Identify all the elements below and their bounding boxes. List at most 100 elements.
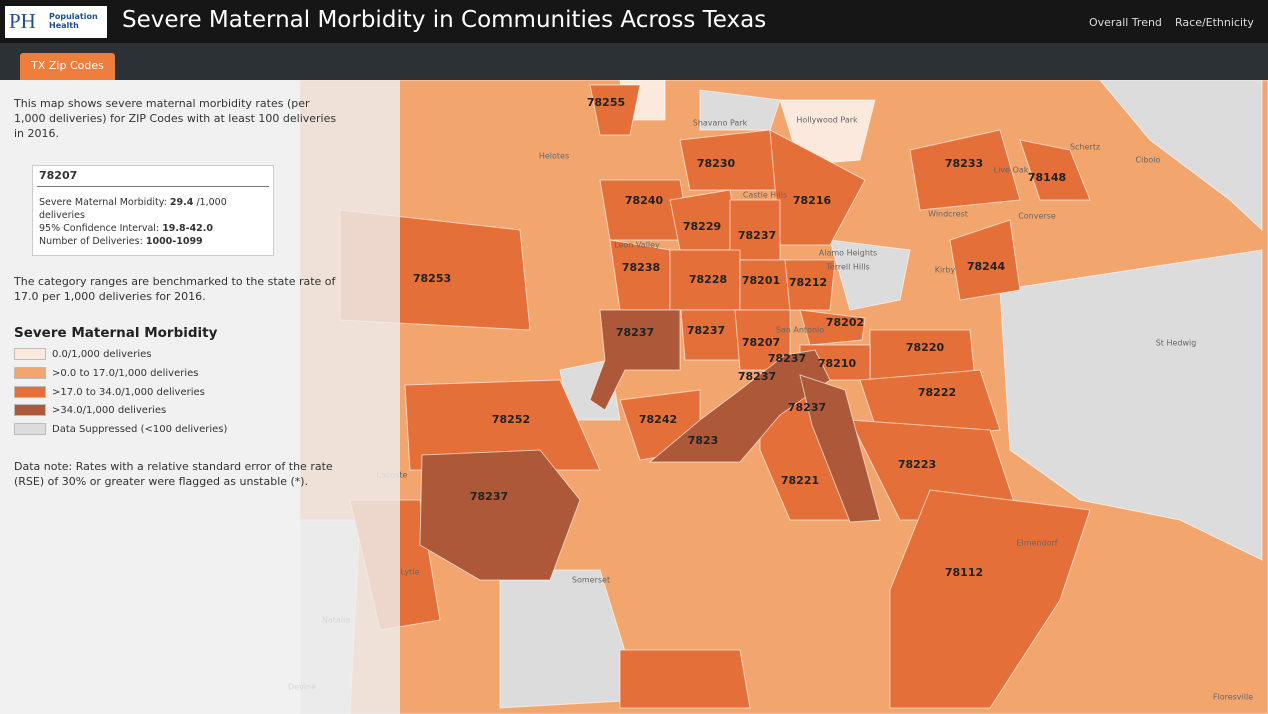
zip-area	[1019, 139, 1091, 201]
intro-text: This map shows severe maternal morbidity…	[14, 97, 337, 140]
legend-item: >17.0 to 34.0/1,000 deliveries	[14, 385, 205, 400]
label: Severe Maternal Morbidity:	[39, 197, 167, 208]
zip-label: 78237	[768, 352, 806, 365]
zip-area	[909, 129, 1021, 211]
legend-swatch	[14, 423, 46, 436]
place-label: Alamo Heights	[819, 249, 877, 258]
label: Number of Deliveries:	[39, 236, 143, 247]
zip-label: 7823	[688, 434, 719, 447]
zip-label: 78112	[945, 566, 983, 579]
zip-area	[648, 349, 831, 463]
zip-label: 78253	[413, 272, 451, 285]
zip-area	[999, 249, 1263, 561]
zip-label: 78216	[793, 194, 832, 207]
place-label: Windcrest	[928, 210, 968, 219]
zip-label: 78148	[1028, 171, 1066, 184]
legend-swatch	[14, 366, 46, 379]
place-label: Elmendorf	[1016, 539, 1057, 548]
zip-label: 78230	[697, 157, 736, 170]
zip-label: 78238	[622, 261, 660, 274]
place-label: Hollywood Park	[796, 116, 858, 125]
legend-title: Severe Maternal Morbidity	[14, 325, 218, 341]
value: 1000-1099	[145, 236, 203, 247]
place-label: Schertz	[1070, 143, 1100, 152]
header: PH Population Health Severe Maternal Mor…	[0, 0, 1268, 43]
place-label: Converse	[1018, 212, 1056, 221]
place-label: Castle Hills	[743, 191, 787, 200]
zip-label: 78223	[898, 458, 936, 471]
unit: /1,000 deliveries	[39, 197, 227, 221]
zip-label: 78237	[616, 326, 654, 339]
zip-label: 78221	[781, 474, 819, 487]
logo: PH Population Health	[5, 6, 107, 38]
zip-area	[404, 379, 601, 471]
legend-item: >34.0/1,000 deliveries	[14, 404, 166, 418]
zip-label: 78201	[742, 274, 780, 287]
zip-area	[784, 259, 836, 311]
zip-label: 78202	[826, 316, 864, 329]
zip-label: 78255	[587, 96, 625, 109]
divider	[37, 186, 269, 187]
zip-area	[1098, 79, 1263, 232]
legend-label: 0.0/1,000 deliveries	[52, 349, 152, 360]
legend-swatch	[14, 348, 46, 360]
place-label: Shavano Park	[693, 119, 748, 128]
zip-area	[589, 84, 641, 136]
place-label: St Hedwig	[1156, 339, 1197, 348]
zip-label: 78207	[742, 336, 780, 349]
place-label: Live Oak	[994, 166, 1029, 175]
zip-label: 78210	[818, 357, 857, 370]
zip-label: 78233	[945, 157, 983, 170]
zip-area	[859, 369, 1001, 441]
zip-label: 78242	[639, 413, 677, 426]
label: 95% Confidence Interval:	[39, 223, 160, 234]
zip-label: 78252	[492, 413, 530, 426]
zip-label: 78237	[738, 370, 776, 383]
zip-area	[589, 309, 681, 411]
legend-label: >34.0/1,000 deliveries	[52, 405, 167, 417]
zip-area	[799, 309, 866, 346]
benchmark-text: The category ranges are benchmarked to t…	[14, 275, 336, 303]
place-label: Somerset	[572, 576, 610, 585]
value: 19.8-42.0	[162, 223, 214, 234]
legend-label: Data Suppressed (<100 deliveries)	[52, 424, 228, 436]
map-labels: Helotes Shavano Park Hollywood Park Castle …	[288, 96, 1253, 702]
place-label: Kirby	[935, 266, 956, 275]
zip-area	[609, 239, 671, 311]
nav-link[interactable]: Overall Trend	[1089, 16, 1162, 29]
place-label: Terrell Hills	[825, 263, 869, 272]
tooltip: 78207 Severe Maternal Morbidity: 29.4 /1…	[32, 165, 274, 256]
zip-area	[949, 219, 1021, 301]
value: 29.4	[169, 197, 194, 208]
tooltip-rows: Severe Maternal Morbidity: 29.4 /1,000 d…	[39, 196, 259, 248]
zip-area	[829, 239, 911, 311]
legend-item: Data Suppressed (<100 deliveries)	[14, 423, 227, 437]
place-label: Floresville	[1213, 693, 1253, 702]
zip-label: 78237	[738, 229, 776, 242]
tooltip-zip: 78207	[39, 169, 78, 182]
zip-label: 78222	[918, 386, 956, 399]
zip-area	[619, 649, 751, 709]
zip-label: 78237	[470, 490, 508, 503]
zip-label: 78212	[789, 276, 827, 289]
zip-label: 78237	[788, 401, 826, 414]
place-label: Helotes	[539, 152, 569, 161]
legend-label: >0.0 to 17.0/1,000 deliveries	[52, 367, 199, 379]
tab-bar: TX Zip Codes	[0, 43, 1268, 80]
zip-label: 78228	[689, 273, 727, 286]
zip-area	[419, 449, 581, 581]
zip-label: 78237	[687, 324, 725, 337]
legend-label: >17.0 to 34.0/1,000 deliveries	[52, 386, 205, 398]
legend-swatch	[14, 404, 46, 417]
zip-area	[889, 489, 1091, 709]
legend-swatch	[14, 385, 46, 398]
place-label: Leon Valley	[614, 241, 660, 250]
place-label: San Antonio	[776, 326, 824, 335]
logo-text: Population Health	[49, 12, 98, 30]
zip-area	[799, 374, 881, 523]
tab[interactable]: TX Zip Codes	[20, 53, 115, 80]
zip-areas	[299, 79, 1263, 714]
place-label: Lytle	[401, 568, 420, 577]
nav-link[interactable]: Race/Ethnicity	[1175, 16, 1254, 29]
